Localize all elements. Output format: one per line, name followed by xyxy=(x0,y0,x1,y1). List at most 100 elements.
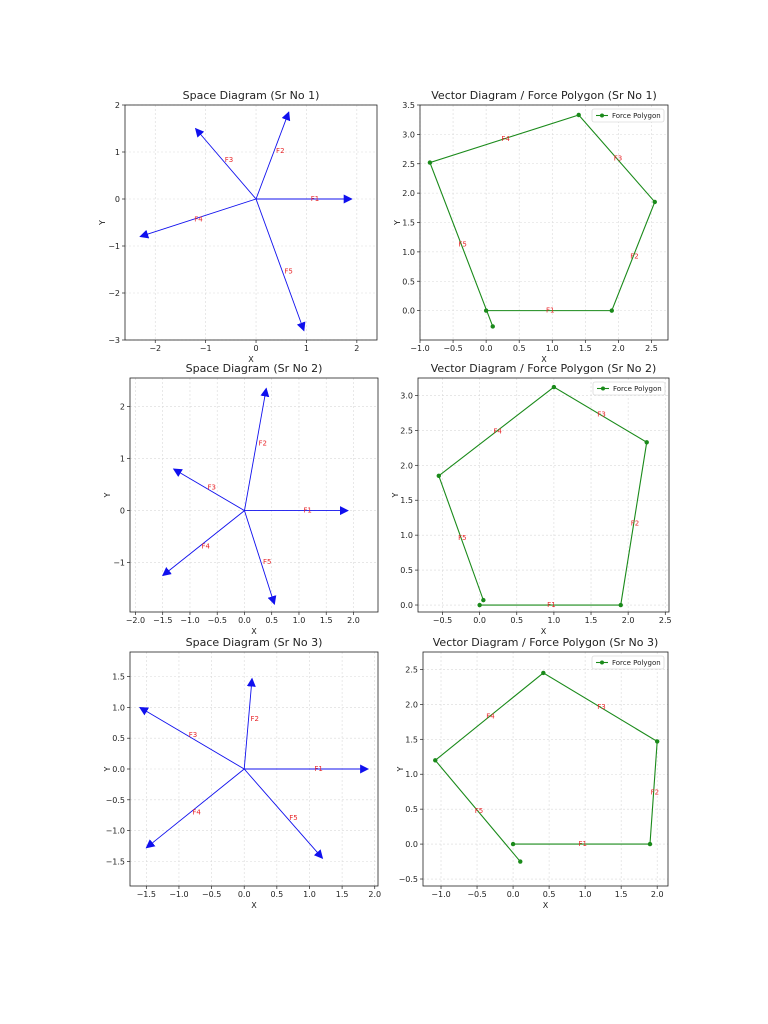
y-axis-label: Y xyxy=(103,492,112,498)
y-tick-label: 0.0 xyxy=(112,765,125,774)
polygon-vertex xyxy=(518,859,523,864)
y-tick-label: 2.0 xyxy=(400,461,413,470)
x-tick-label: 2.0 xyxy=(347,616,360,625)
legend-marker xyxy=(600,113,604,118)
polygon-vertex xyxy=(618,602,623,608)
x-tick-label: 0.5 xyxy=(513,344,526,353)
x-axis-label: X xyxy=(541,355,547,364)
y-tick-label: 2.5 xyxy=(405,665,418,674)
y-tick-label: 1.5 xyxy=(400,496,413,505)
legend-box xyxy=(592,381,666,396)
segment-label: F4 xyxy=(493,427,502,435)
polygon-vertex xyxy=(510,841,516,847)
segment-label: F2 xyxy=(631,520,639,528)
polygon-vertex xyxy=(481,597,486,603)
y-tick-label: 1.0 xyxy=(400,531,413,540)
x-tick-label: −0.5 xyxy=(467,890,486,899)
x-tick-label: 1.5 xyxy=(615,890,628,899)
y-tick-label: −0.5 xyxy=(106,796,125,805)
y-tick-label: 3.5 xyxy=(402,101,415,110)
polygon-vertex xyxy=(433,758,438,763)
y-tick-label: 0.5 xyxy=(112,734,125,743)
x-tick-label: 2.0 xyxy=(651,890,664,899)
panel-1: −2 −1 0 1 2 −3 −2 −1 0 1 2 Space Diagram (Sr No 1) X… xyxy=(98,89,378,364)
y-tick-label: −1.5 xyxy=(106,857,125,866)
force-label: F4 xyxy=(192,808,201,816)
force-label: F3 xyxy=(225,156,233,164)
x-tick-label: 0.5 xyxy=(543,890,556,899)
panel-6: −1.0 −0.5 0.0 0.5 1.0 1.5 2.0 −0.5 0.0 0.5 1.0 1.5 2… xyxy=(396,636,669,910)
force-polygon-line xyxy=(429,114,656,327)
chart-title: Vector Diagram / Force Polygon (Sr No 1) xyxy=(431,89,657,102)
chart-title: Space Diagram (Sr No 3) xyxy=(186,636,323,649)
segment-label: F1 xyxy=(546,307,554,315)
plot-frame xyxy=(124,104,378,341)
y-tick-label: 0.0 xyxy=(402,307,415,316)
y-tick-label: −2 xyxy=(108,289,120,298)
x-tick-label: 0.5 xyxy=(510,616,523,625)
panel-2: −1.0 −0.5 0.0 0.5 1.0 1.5 2.0 2.5 0.0 0.5 1.0 1.5 2.… xyxy=(393,89,669,364)
x-tick-label: 1.0 xyxy=(546,344,559,353)
polygon-vertex xyxy=(647,841,653,847)
force-arrow-f2 xyxy=(244,387,270,511)
polygon-vertex xyxy=(436,473,441,478)
y-tick-label: 0.5 xyxy=(400,566,413,575)
y-tick-label: −3 xyxy=(108,336,120,345)
y-axis-label: Y xyxy=(393,220,402,226)
force-label: F5 xyxy=(289,814,297,822)
segment-label: F4 xyxy=(486,713,495,721)
y-axis-label: Y xyxy=(391,492,400,498)
x-tick-label: 0 xyxy=(253,344,258,353)
x-tick-label: 0.0 xyxy=(507,890,520,899)
y-tick-label: −1 xyxy=(113,559,125,568)
y-axis-label: Y xyxy=(103,766,112,772)
polygon-vertex xyxy=(576,112,581,118)
y-tick-label: 0.0 xyxy=(400,601,413,610)
force-arrow-f4 xyxy=(139,198,257,239)
x-tick-label: −1.0 xyxy=(169,890,188,899)
y-tick-label: 1 xyxy=(120,455,125,464)
segment-label: F1 xyxy=(547,601,555,609)
legend-label: Force Polygon xyxy=(612,659,661,667)
x-tick-label: 2.0 xyxy=(368,890,381,899)
x-tick-label: 2 xyxy=(354,344,359,353)
segment-label: F5 xyxy=(458,241,466,249)
force-polygon-line xyxy=(434,672,658,862)
x-tick-label: −0.5 xyxy=(207,616,226,625)
force-label: F3 xyxy=(207,484,215,492)
force-label: F2 xyxy=(258,439,266,447)
x-tick-label: 2.5 xyxy=(659,616,672,625)
polygon-vertex xyxy=(490,324,495,329)
force-arrow-f2 xyxy=(243,677,256,770)
x-axis-label: X xyxy=(251,901,257,910)
force-arrow-f4 xyxy=(161,510,245,577)
force-arrow-f4 xyxy=(145,768,245,849)
x-tick-label: 0.0 xyxy=(238,616,251,625)
x-tick-label: 1.0 xyxy=(548,616,561,625)
x-tick-label: 2.0 xyxy=(612,344,625,353)
y-tick-label: −1.0 xyxy=(106,827,125,836)
x-tick-label: −0.5 xyxy=(433,616,452,625)
force-arrow-f3 xyxy=(139,706,245,770)
y-tick-label: 1.5 xyxy=(402,219,415,228)
segment-label: F2 xyxy=(630,252,638,260)
force-label: F1 xyxy=(314,765,322,773)
polygon-vertex xyxy=(654,739,660,744)
force-arrow-f3 xyxy=(172,468,245,511)
legend-marker xyxy=(600,660,604,665)
y-tick-label: 2.0 xyxy=(405,700,418,709)
x-tick-label: 1.5 xyxy=(336,890,349,899)
x-axis-label: X xyxy=(251,627,257,636)
x-axis-label: X xyxy=(541,627,547,636)
y-tick-label: 1.0 xyxy=(112,703,125,712)
segment-label: F2 xyxy=(651,789,659,797)
panel-5: −1.5 −1.0 −0.5 0.0 0.5 1.0 1.5 2.0 −1.5 −1.0 −0.5 0… xyxy=(103,636,381,910)
x-tick-label: 0.0 xyxy=(238,890,251,899)
plot-frame xyxy=(129,377,379,613)
x-tick-label: −1.5 xyxy=(153,616,172,625)
plot-frame xyxy=(422,651,669,887)
x-tick-label: 0.0 xyxy=(473,616,486,625)
force-label: F1 xyxy=(303,507,311,515)
polygon-vertex xyxy=(427,160,433,165)
